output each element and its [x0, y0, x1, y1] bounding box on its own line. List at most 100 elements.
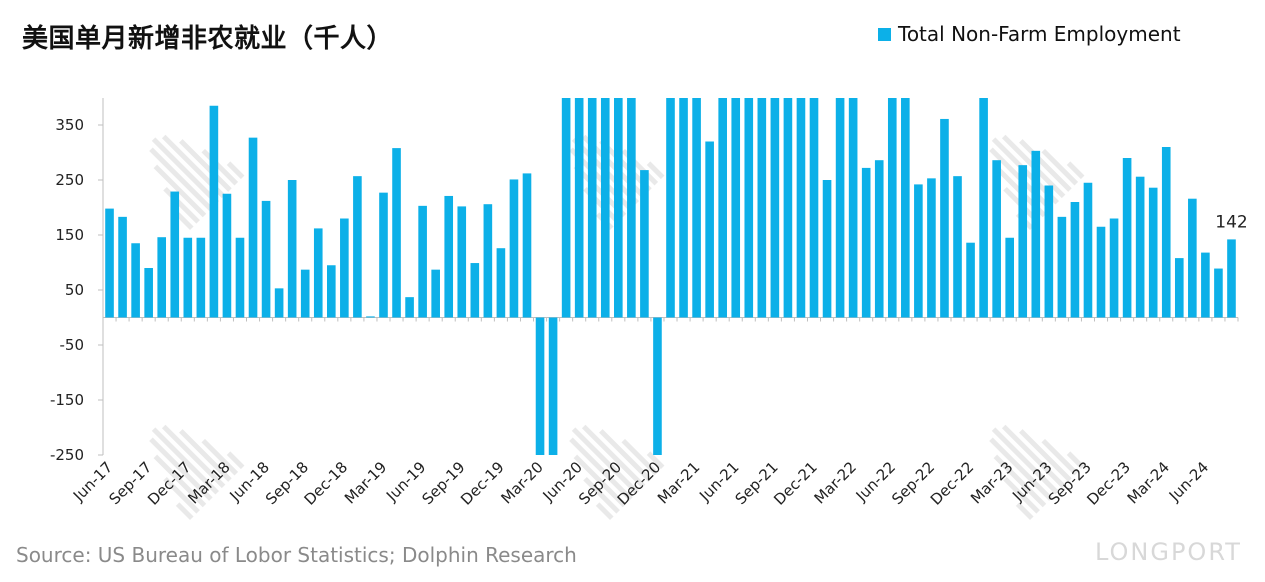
bar-Aug-17 — [131, 243, 140, 318]
bar-Jul-17 — [118, 216, 127, 318]
bar-Jul-24 — [1214, 268, 1223, 318]
dolphin-watermark — [569, 424, 665, 520]
bar-Jun-18 — [261, 200, 271, 318]
watermark-bar — [583, 477, 620, 514]
bar-Jun-23 — [1044, 185, 1054, 318]
bar-Sep-22 — [927, 178, 936, 318]
bar-Dec-18 — [340, 218, 349, 318]
watermark-bar — [599, 139, 652, 192]
bar-Mar-19 — [379, 192, 388, 318]
watermark-bar — [1019, 429, 1072, 482]
y-tick-label: -150 — [50, 391, 84, 409]
bar-Jun-21 — [731, 98, 741, 318]
watermark-bar — [161, 424, 226, 489]
bar-Jun-24 — [1201, 252, 1210, 318]
x-tick-label: Mar-19 — [341, 458, 390, 507]
bar-Dec-17 — [183, 237, 193, 318]
bar-Oct-23 — [1096, 226, 1106, 318]
bar-Apr-24 — [1174, 258, 1184, 318]
bar-May-20 — [561, 98, 571, 318]
dolphin-watermark — [149, 134, 245, 230]
y-tick-label: 350 — [55, 116, 84, 134]
bar-Jul-19 — [431, 269, 440, 318]
bar-Jan-18 — [196, 237, 206, 318]
y-tick-label: 250 — [55, 171, 84, 189]
watermark-bar — [226, 161, 245, 180]
bar-Apr-18 — [235, 237, 245, 318]
legend-swatch — [878, 27, 891, 41]
bar-Jul-18 — [274, 288, 284, 318]
watermark-bar — [1041, 438, 1079, 476]
bar-Feb-23 — [992, 160, 1001, 318]
bar-Oct-17 — [157, 237, 167, 318]
bar-Oct-19 — [470, 263, 480, 318]
bar-Jan-21 — [666, 98, 675, 318]
bar-Nov-23 — [1109, 218, 1119, 318]
bar-Mar-22 — [848, 98, 858, 318]
bar-Sep-23 — [1083, 182, 1093, 318]
watermark-bar — [1001, 424, 1066, 489]
watermark-bar — [646, 161, 665, 180]
x-tick-label: Dec-22 — [927, 458, 978, 509]
x-tick-label: Dec-18 — [301, 458, 352, 509]
bar-Dec-23 — [1122, 158, 1132, 318]
watermark-bar — [1003, 477, 1040, 514]
watermark-bar — [1066, 161, 1085, 180]
y-tick-label: -50 — [60, 336, 85, 354]
watermark-bar — [161, 134, 226, 199]
watermark-bar — [151, 137, 219, 205]
y-axis: 350 250 150 50 -50 -150 -250 — [50, 98, 104, 464]
y-tick-label: -250 — [50, 446, 84, 464]
bar-Sep-21 — [770, 98, 780, 318]
x-tick-label: Mar-24 — [1124, 458, 1173, 507]
bar-Jan-23 — [979, 98, 988, 318]
watermark-bar — [595, 502, 614, 520]
watermark-bar — [149, 437, 213, 501]
dolphin-watermark — [149, 424, 245, 520]
watermark-bar — [175, 212, 194, 230]
bar-Jul-20 — [587, 98, 597, 318]
bar-Aug-19 — [444, 195, 454, 318]
legend-label: Total Non-Farm Employment — [898, 22, 1181, 46]
bar-Apr-21 — [705, 141, 714, 318]
bar-Apr-22 — [861, 167, 871, 318]
bar-Dec-22 — [966, 242, 975, 318]
bar-Jun-22 — [887, 98, 897, 318]
watermark-bar — [179, 139, 232, 192]
watermark-bar — [201, 438, 239, 476]
brand-watermark: LONGPORT — [1095, 538, 1242, 566]
bar-Mar-18 — [222, 193, 232, 318]
data-label-Aug-24: 142 — [1215, 212, 1247, 232]
watermark-bar — [226, 451, 245, 470]
watermark-bar — [573, 454, 627, 508]
y-tick-label: 50 — [65, 281, 84, 299]
bar-Jan-20 — [509, 179, 519, 318]
bar-Jul-23 — [1057, 216, 1067, 318]
watermark-bar — [599, 429, 652, 482]
bar-Jan-19 — [353, 176, 362, 318]
bar-Oct-21 — [783, 98, 793, 318]
bar-Aug-18 — [287, 180, 297, 318]
watermark-bar — [646, 451, 665, 470]
watermark-bar — [1066, 451, 1085, 470]
watermark-bar — [153, 164, 207, 218]
bar-Oct-18 — [313, 228, 323, 318]
dolphin-watermark — [989, 424, 1085, 520]
x-tick-label: Dec-21 — [770, 458, 821, 509]
watermark-bar — [179, 429, 232, 482]
x-tick-label: Dec-23 — [1083, 458, 1134, 509]
bar-Feb-19 — [366, 316, 375, 318]
bar-Feb-24 — [1148, 187, 1158, 318]
bar-Jun-19 — [418, 205, 427, 318]
bar-Aug-20 — [600, 98, 610, 318]
bar-Mar-24 — [1161, 147, 1171, 318]
watermark-bar — [153, 454, 207, 508]
bar-series — [105, 98, 1236, 455]
x-tick-label: Mar-20 — [497, 458, 546, 507]
bar-May-24 — [1188, 198, 1197, 318]
watermark-bar — [149, 147, 213, 211]
x-tick-label: Jun-24 — [1165, 458, 1212, 505]
bar-Aug-24 — [1227, 239, 1236, 318]
watermark-bar — [989, 437, 1053, 501]
